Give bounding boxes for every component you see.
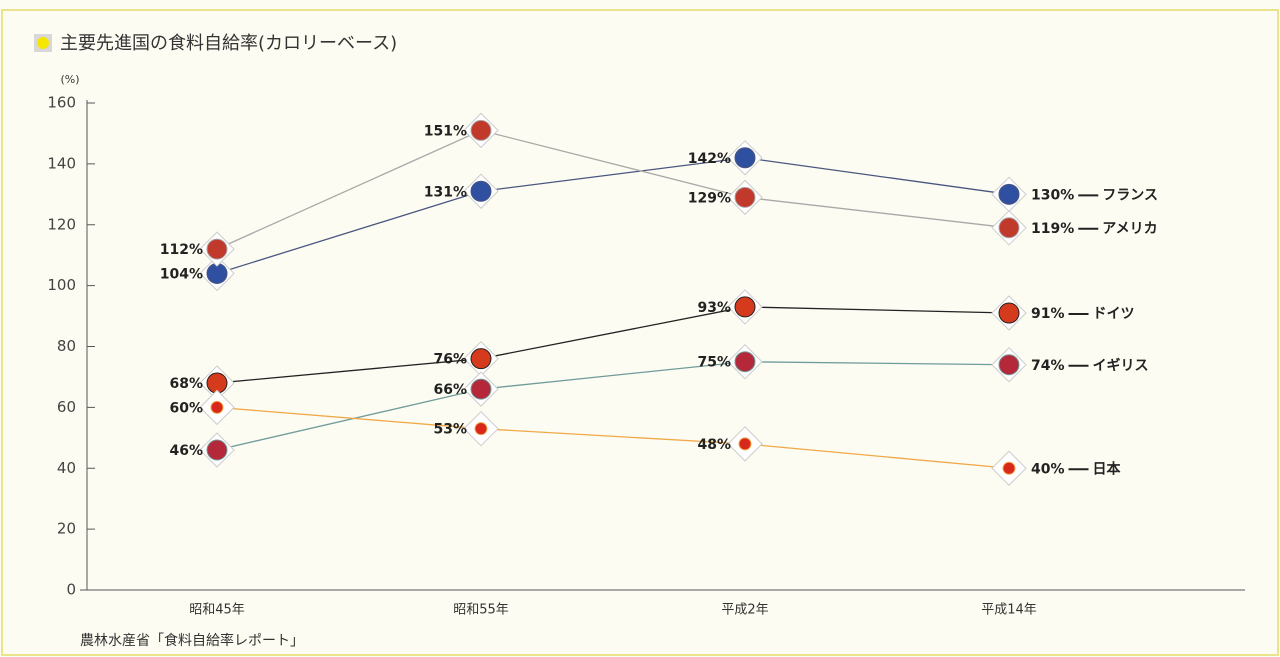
- x-tick-label: 昭和55年: [453, 603, 509, 618]
- marker: [470, 180, 492, 202]
- marker: [474, 422, 488, 436]
- series-line: [216, 406, 1010, 469]
- value-label: 76%: [433, 352, 467, 368]
- legend-label: アメリカ: [1102, 221, 1157, 237]
- chart-title: 主要先進国の食料自給率(カロリーベース): [60, 33, 397, 54]
- value-label: 60%: [169, 400, 203, 416]
- marker: [998, 183, 1020, 205]
- value-label: 40%: [1031, 461, 1065, 477]
- marker: [470, 378, 492, 400]
- marker: [734, 186, 756, 208]
- series-line: [216, 129, 1010, 250]
- value-label: 130%: [1031, 187, 1074, 203]
- value-label: 131%: [424, 184, 467, 200]
- x-tick-label: 昭和45年: [189, 603, 245, 618]
- y-tick-label: 140: [47, 154, 76, 172]
- frame: [1, 9, 1279, 656]
- y-tick-label: 60: [57, 398, 76, 416]
- value-label: 74%: [1031, 358, 1065, 374]
- legend-label: 日本: [1093, 460, 1122, 477]
- marker: [470, 119, 492, 141]
- y-tick-label: 80: [57, 337, 76, 355]
- value-label: 75%: [697, 355, 731, 371]
- value-label: 112%: [160, 242, 203, 258]
- y-tick-label: 40: [57, 459, 76, 477]
- source: 農林水産省「食料自給率レポート」: [80, 632, 304, 649]
- value-label: 91%: [1031, 306, 1065, 322]
- legend-label: フランス: [1102, 187, 1158, 203]
- series-line: [216, 306, 1010, 384]
- marker: [206, 439, 228, 461]
- value-label: 46%: [169, 443, 203, 459]
- value-label: 151%: [424, 123, 467, 139]
- marker: [470, 348, 492, 370]
- title-icon-dot: [37, 37, 49, 49]
- y-tick-label: 160: [47, 94, 76, 112]
- series-line: [216, 361, 1010, 451]
- marker: [210, 400, 224, 414]
- y-tick-label: 120: [47, 215, 76, 233]
- x-tick-label: 平成14年: [981, 603, 1037, 618]
- marker: [738, 437, 752, 451]
- value-label: 142%: [688, 151, 731, 167]
- marker: [998, 354, 1020, 376]
- marker: [1002, 461, 1016, 475]
- value-label: 48%: [697, 437, 731, 453]
- value-label: 104%: [160, 266, 203, 282]
- marker: [206, 238, 228, 260]
- value-label: 53%: [433, 422, 467, 438]
- y-tick-label: 0: [66, 581, 76, 599]
- legend-label: イギリス: [1093, 357, 1149, 374]
- marker: [734, 147, 756, 169]
- value-label: 66%: [433, 382, 467, 398]
- legend-label: ドイツ: [1093, 306, 1135, 322]
- value-label: 68%: [169, 376, 203, 392]
- marker: [734, 351, 756, 373]
- value-label: 129%: [688, 190, 731, 206]
- series-line: [216, 157, 1010, 275]
- marker: [998, 302, 1020, 324]
- marker: [734, 296, 756, 318]
- x-tick-label: 平成2年: [721, 603, 768, 618]
- y-tick-label: 20: [57, 520, 76, 538]
- marker: [998, 217, 1020, 239]
- y-tick-label: 100: [47, 276, 76, 294]
- value-label: 93%: [697, 300, 731, 316]
- y-unit: (%): [60, 73, 79, 86]
- value-label: 119%: [1031, 221, 1074, 237]
